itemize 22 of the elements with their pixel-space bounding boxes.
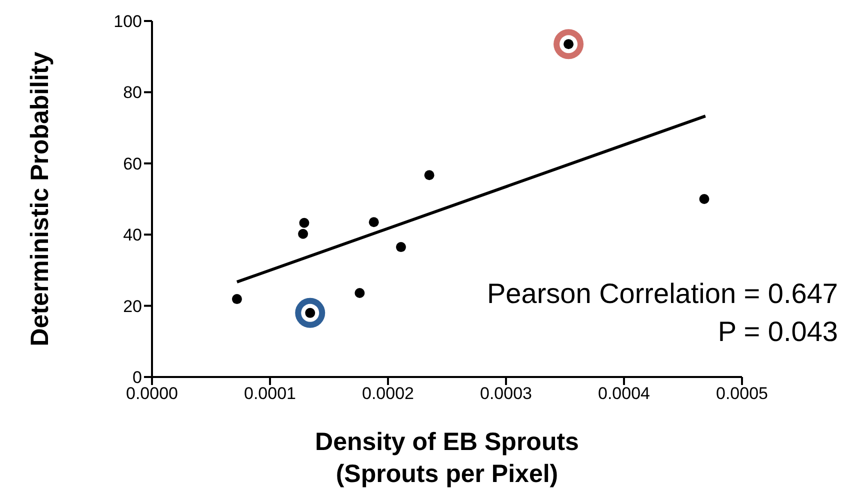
annotation: P = 0.043 [718, 316, 838, 347]
point [368, 217, 379, 228]
y-tick-label: 100 [114, 12, 142, 32]
x-tick-label: 0.0002 [362, 384, 414, 404]
point [232, 294, 242, 304]
point [298, 228, 308, 239]
point [424, 170, 434, 180]
x-tick-label: 0.0004 [598, 384, 650, 404]
y-tick-label: 40 [123, 226, 142, 245]
y-tick-label: 80 [123, 83, 142, 102]
x-tick-label: 0.0001 [244, 384, 296, 404]
point [396, 242, 406, 252]
y-tick-label: 60 [123, 154, 142, 174]
x-axis-title: Density of EB Sprouts (Sprouts per Pixel) [315, 428, 579, 488]
point [299, 218, 310, 228]
annotation: Pearson Correlation = 0.647 [487, 278, 838, 309]
y-tick-label: 20 [123, 296, 142, 316]
point [354, 288, 365, 298]
y-axis-title: Deterministic Probability [26, 52, 54, 346]
x-tick-label: 0.0003 [480, 384, 532, 404]
x-tick-label: 0.0005 [716, 384, 768, 404]
point [699, 194, 710, 204]
